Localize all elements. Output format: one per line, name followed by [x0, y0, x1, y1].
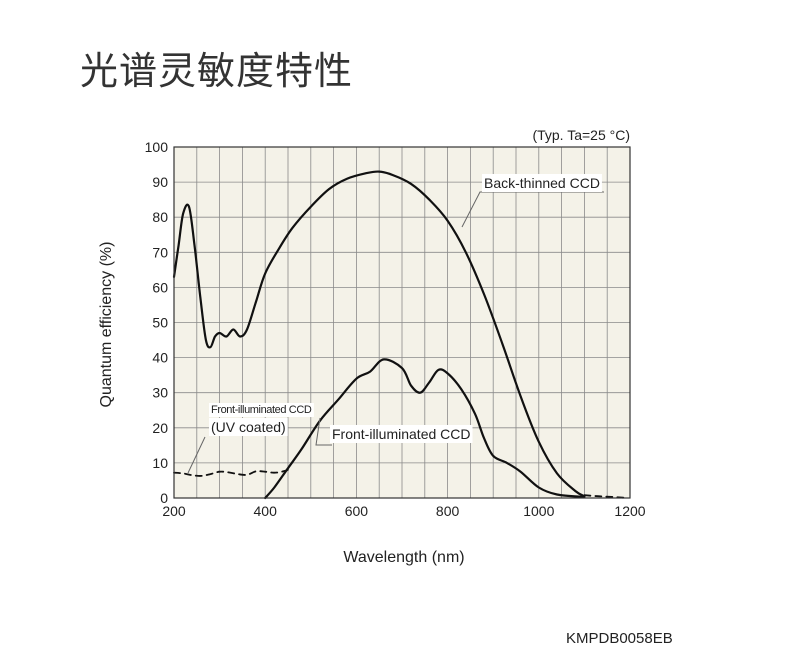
- series-label-uv-coated: (UV coated): [211, 419, 286, 435]
- x-tick-label: 400: [254, 503, 278, 519]
- y-tick-label: 0: [160, 490, 168, 506]
- y-tick-label: 20: [152, 420, 168, 436]
- label-background: [209, 418, 288, 436]
- series-label-back-thinned: Back-thinned CCD: [484, 175, 600, 191]
- y-tick-label: 50: [152, 315, 168, 331]
- plot-frame: [173, 146, 631, 499]
- x-tick-label: 1000: [523, 503, 554, 519]
- y-tick-label: 70: [152, 244, 168, 260]
- x-tick-label: 600: [345, 503, 369, 519]
- y-tick-label: 90: [152, 174, 168, 190]
- leader-line: [315, 417, 332, 446]
- label-background: [209, 403, 314, 417]
- series-label-front-illuminated-uv: Front-illuminated CCD: [211, 404, 312, 416]
- y-tick-label: 100: [145, 139, 169, 155]
- label-background: [330, 425, 473, 443]
- y-tick-label: 80: [152, 209, 168, 225]
- tick-labels: 200 400 600 800 1000 1200 0 10 20 30 40 50 60 70 80 90 1…: [145, 139, 646, 519]
- series-front-illuminated-ccd-uv-coated: [173, 468, 292, 477]
- y-tick-label: 60: [152, 279, 168, 295]
- figure-code: KMPDB0058EB: [566, 630, 673, 647]
- y-tick-label: 40: [152, 350, 168, 366]
- y-axis-label: Quantum efficiency (%): [98, 242, 115, 408]
- page-title: 光谱灵敏度特性: [80, 49, 354, 93]
- x-tick-label: 1200: [614, 503, 645, 519]
- y-tick-label: 30: [152, 385, 168, 401]
- x-tick-label: 800: [436, 503, 460, 519]
- condition-note: (Typ. Ta=25 °C): [532, 127, 630, 143]
- x-axis-label: Wavelength (nm): [343, 549, 464, 566]
- x-tick-label: 200: [162, 503, 186, 519]
- leader-line: [187, 436, 206, 474]
- series-label-front-illuminated: Front-illuminated CCD: [332, 426, 470, 442]
- series-back-thinned-ccd: [172, 170, 586, 498]
- label-background: [482, 174, 602, 192]
- series-front-illuminated-ccd: [264, 358, 586, 500]
- y-tick-label: 10: [152, 455, 168, 471]
- grid: [174, 147, 630, 498]
